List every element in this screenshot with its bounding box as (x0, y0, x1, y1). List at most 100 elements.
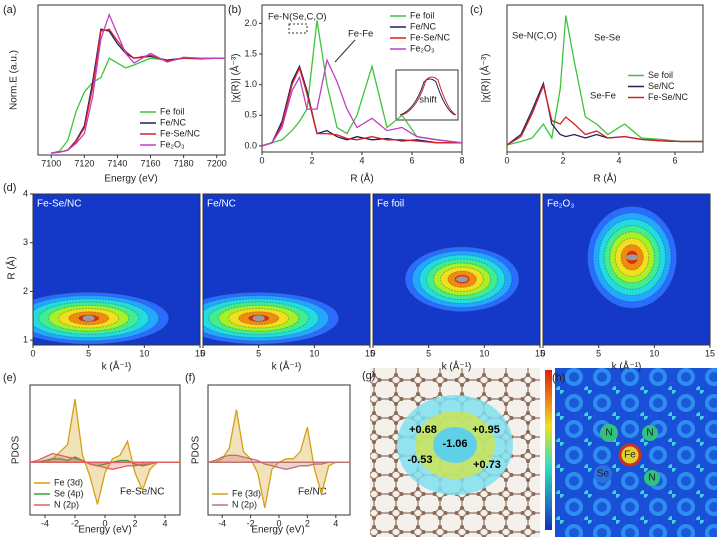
panel-label: (a) (3, 4, 16, 16)
x-axis-label: R (Å) (593, 172, 616, 185)
color-bar (545, 370, 552, 530)
x-tick-label: -2 (247, 518, 255, 528)
x-axis-label: R (Å) (350, 172, 373, 185)
legend-label: Fe-Se/NC (160, 128, 201, 138)
plot-frame (372, 193, 541, 346)
x-tick-label: 4 (616, 155, 621, 165)
pdos-curve (29, 452, 181, 470)
contour-map (543, 194, 710, 345)
y-tick-label: 4 (23, 188, 28, 198)
x-tick-label: 10 (139, 348, 149, 358)
x-axis-label: Energy (eV) (251, 525, 304, 536)
x-axis-label: k (Å⁻¹) (612, 360, 642, 373)
atom (644, 470, 660, 486)
annotation: shift (419, 95, 437, 106)
y-axis-label: PDOS (191, 436, 202, 465)
x-tick-label: -4 (218, 518, 226, 528)
x-tick-label: 2 (132, 518, 137, 528)
charge-label: +0.73 (473, 459, 501, 471)
atom (600, 424, 618, 442)
contour-map (203, 194, 370, 345)
x-axis-label: k (Å⁻¹) (102, 360, 132, 373)
annotation: Se-Se (594, 33, 620, 44)
panel-label: (b) (228, 4, 241, 16)
peak (252, 315, 265, 322)
y-axis-label: R (Å) (5, 256, 18, 279)
arrow (334, 39, 356, 63)
legend-label: Se foil (648, 70, 673, 80)
atom-label: N (605, 428, 612, 439)
panel-title: Fe/NC (298, 487, 327, 498)
y-axis-label: |χ(R)| (Å⁻³) (229, 53, 242, 102)
map-title: Fe/NC (207, 199, 236, 210)
peak (456, 276, 469, 283)
x-tick-label: 7100 (41, 158, 61, 168)
x-tick-label: 5 (426, 348, 431, 358)
peak (626, 254, 639, 261)
plot-frame (202, 193, 371, 346)
map-title: Fe foil (377, 199, 404, 210)
x-tick-label: 7120 (74, 158, 94, 168)
highlight-box (288, 23, 308, 34)
x-tick-label: 0 (540, 348, 545, 358)
x-tick-label: 8 (459, 155, 464, 165)
y-tick-label: 0.0 (244, 140, 257, 150)
atom (618, 443, 642, 467)
x-tick-label: 10 (309, 348, 319, 358)
charge-label: +0.95 (472, 424, 500, 436)
charge-label: -1.06 (442, 438, 467, 450)
x-tick-label: 7200 (207, 158, 227, 168)
legend-label: Fe-Se/NC (410, 32, 451, 42)
atom (594, 465, 612, 483)
y-axis-label: PDOS (11, 436, 22, 465)
charge-depletion (433, 427, 477, 463)
x-tick-label: 6 (409, 155, 414, 165)
x-tick-label: 5 (86, 348, 91, 358)
x-tick-label: -2 (71, 518, 79, 528)
panel-label: (c) (470, 4, 483, 16)
x-tick-label: 2 (560, 155, 565, 165)
y-axis-label: |χ(R)| (Å⁻³) (479, 53, 492, 102)
annotation: Fe-N(Se,C,O) (268, 12, 327, 23)
charge-label: +0.68 (409, 424, 437, 436)
x-tick-label: 0 (504, 155, 509, 165)
line-series (261, 58, 463, 147)
annotation: Se-N(C,O) (512, 31, 557, 42)
y-tick-label: 1.5 (244, 48, 257, 58)
x-tick-label: 0 (30, 348, 35, 358)
x-axis-label: Energy (eV) (78, 525, 131, 536)
x-tick-label: 4 (333, 518, 338, 528)
x-tick-label: 5 (596, 348, 601, 358)
plot-frame (542, 193, 711, 346)
charge-label: -0.53 (407, 454, 432, 466)
panel-label: (h) (552, 372, 565, 384)
x-tick-label: 0 (259, 155, 264, 165)
y-tick-label: 1 (23, 335, 28, 345)
x-tick-label: 5 (256, 348, 261, 358)
peak (82, 315, 95, 322)
legend-label: Fe (3d) (232, 488, 261, 498)
legend-label: Se (4p) (54, 488, 84, 498)
y-tick-label: 0.5 (244, 110, 257, 120)
x-tick-label: 15 (195, 348, 205, 358)
x-tick-label: 10 (649, 348, 659, 358)
map-title: Fe-Se/NC (37, 199, 81, 210)
panel-title: Fe-Se/NC (120, 487, 164, 498)
line-series (261, 20, 463, 147)
plot-frame (32, 193, 201, 346)
inset-curve (399, 78, 456, 116)
contour-map (33, 194, 200, 345)
pdos-curve (207, 454, 351, 470)
plot-frame (506, 4, 704, 153)
legend-label: N (2p) (54, 499, 79, 509)
legend-label: Fe foil (160, 106, 185, 116)
inset-curve (401, 76, 457, 116)
x-tick-label: 4 (359, 155, 364, 165)
x-tick-label: 0 (370, 348, 375, 358)
legend-label: Fe foil (410, 10, 435, 20)
x-tick-label: 4 (162, 518, 167, 528)
annotation: Fe-Fe (348, 29, 373, 40)
y-tick-label: 1.0 (244, 79, 257, 89)
atom-label: Se (597, 469, 610, 480)
legend-label: Fe/NC (160, 117, 187, 127)
